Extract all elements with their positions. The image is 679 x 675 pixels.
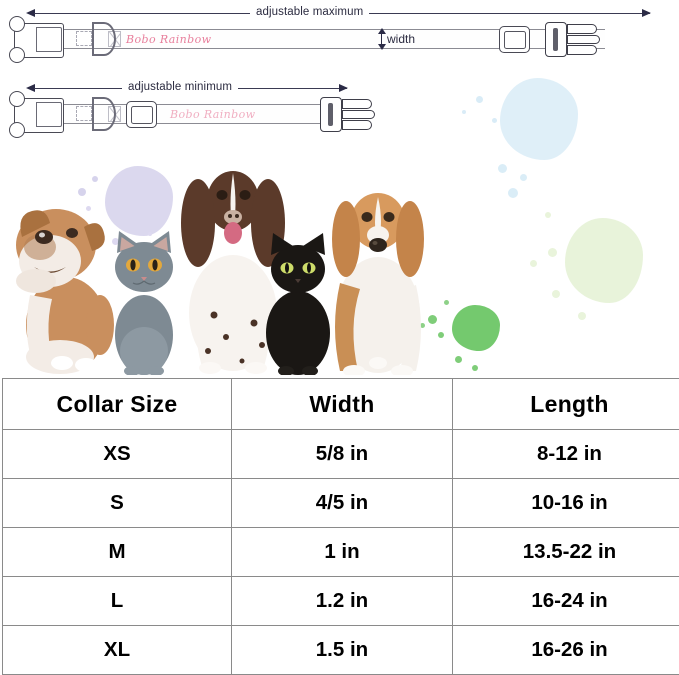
english-bulldog <box>10 175 118 375</box>
splatter-dot <box>438 332 444 338</box>
cell-size: L <box>3 577 232 626</box>
light-blue-paint-splatter-top <box>500 78 578 160</box>
prong-slot <box>328 103 333 126</box>
collar-diagram-area: adjustable maximum Bobo Rainbow width <box>0 0 679 160</box>
prong-tine-middle <box>567 35 600 44</box>
header-length: Length <box>453 379 679 430</box>
dimension-arrow-right-min <box>339 84 348 92</box>
adjustable-maximum-label: adjustable maximum <box>250 6 369 18</box>
d-ring-min <box>92 97 116 131</box>
table-row: XL 1.5 in 16-26 in <box>3 626 679 675</box>
cell-width: 5/8 in <box>232 430 453 479</box>
collar-size-table: Collar Size Width Length XS 5/8 in 8-12 … <box>2 378 679 675</box>
keeper-loop-min <box>76 106 92 121</box>
splatter-dot <box>578 312 586 320</box>
splatter-dot <box>476 96 483 103</box>
prong-tine-bottom <box>567 45 597 55</box>
splatter-dot <box>552 290 560 298</box>
adjustable-minimum-label: adjustable minimum <box>122 81 238 93</box>
splatter-dot <box>545 212 551 218</box>
dimension-arrow-right <box>642 9 651 17</box>
cell-size: XL <box>3 626 232 675</box>
table-row: L 1.2 in 16-24 in <box>3 577 679 626</box>
table-row: S 4/5 in 10-16 in <box>3 479 679 528</box>
buckle-prongs <box>545 22 610 57</box>
side-release-buckle <box>14 23 62 56</box>
header-collar-size: Collar Size <box>3 379 232 430</box>
cell-width: 1 in <box>232 528 453 577</box>
buckle-inner-bar <box>36 27 62 52</box>
cell-length: 16-26 in <box>453 626 679 675</box>
d-ring-bar-min <box>92 97 94 131</box>
splatter-dot <box>530 260 537 267</box>
table-row: M 1 in 13.5-22 in <box>3 528 679 577</box>
cell-length: 10-16 in <box>453 479 679 528</box>
keeper-loop <box>76 31 92 46</box>
d-ring-bar <box>92 22 94 56</box>
prong-tine-bottom <box>342 120 372 130</box>
splatter-dot <box>492 118 497 123</box>
pet-photo-band <box>0 160 679 375</box>
splatter-dot <box>548 248 557 257</box>
arrow-head-up <box>378 28 386 34</box>
width-label: width <box>387 32 415 46</box>
slider-adjuster-min <box>126 101 157 128</box>
slider-adjuster <box>499 26 530 53</box>
side-release-buckle-min <box>14 98 62 131</box>
buckle-notch-bottom <box>9 122 25 138</box>
cell-width: 4/5 in <box>232 479 453 528</box>
cell-size: M <box>3 528 232 577</box>
prong-tine-top <box>567 24 597 34</box>
d-ring <box>92 22 116 56</box>
cell-width: 1.5 in <box>232 626 453 675</box>
beagle-dog <box>318 173 438 375</box>
cell-length: 16-24 in <box>453 577 679 626</box>
splatter-dot <box>508 188 518 198</box>
cell-length: 13.5-22 in <box>453 528 679 577</box>
splatter-dot <box>520 174 527 181</box>
splatter-dot <box>498 164 507 173</box>
brand-text-minimum: Bobo Rainbow <box>170 108 255 121</box>
splatter-dot <box>444 300 449 305</box>
splatter-dot <box>462 110 466 114</box>
cell-length: 8-12 in <box>453 430 679 479</box>
prong-tine-top <box>342 99 372 109</box>
buckle-inner-bar <box>36 102 62 127</box>
cell-width: 1.2 in <box>232 577 453 626</box>
arrow-head-down <box>378 44 386 50</box>
cell-size: S <box>3 479 232 528</box>
buckle-notch-top <box>9 16 25 32</box>
prong-slot <box>553 28 558 51</box>
green-paint-splatter <box>452 305 500 351</box>
splatter-dot <box>472 365 478 371</box>
table-header-row: Collar Size Width Length <box>3 379 679 430</box>
prong-tine-middle <box>342 110 375 119</box>
cell-size: XS <box>3 430 232 479</box>
header-width: Width <box>232 379 453 430</box>
pale-green-paint-splatter <box>565 218 643 303</box>
width-indicator-arrow <box>381 33 382 45</box>
splatter-dot <box>455 356 462 363</box>
buckle-notch-top <box>9 91 25 107</box>
brand-text-maximum: Bobo Rainbow <box>126 33 211 46</box>
buckle-notch-bottom <box>9 47 25 63</box>
table-row: XS 5/8 in 8-12 in <box>3 430 679 479</box>
buckle-prongs-min <box>320 97 385 132</box>
